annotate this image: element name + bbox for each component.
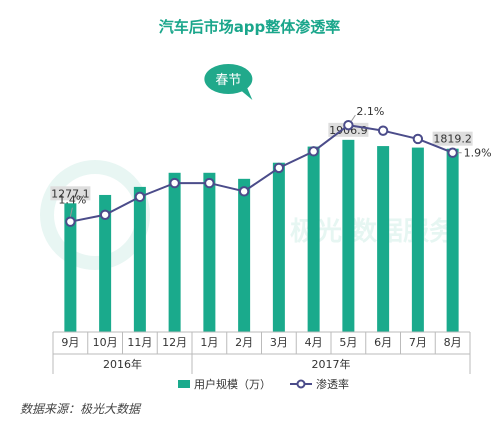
x-tick-label-10: 7月 bbox=[409, 336, 427, 349]
x-tick-label-11: 8月 bbox=[444, 336, 462, 349]
annotation-bubble bbox=[204, 64, 253, 94]
line-point-6 bbox=[273, 162, 285, 174]
legend-line-label: 渗透率 bbox=[316, 377, 349, 391]
bar-4 bbox=[203, 172, 216, 332]
watermark-logo bbox=[40, 160, 150, 270]
chart-title: 汽车后市场app整体渗透率 bbox=[158, 18, 341, 36]
bar-11 bbox=[446, 148, 459, 332]
line-point-7 bbox=[308, 146, 319, 157]
x-tick-label-9: 6月 bbox=[374, 336, 392, 349]
bar-5 bbox=[238, 178, 251, 332]
annotation-tail bbox=[240, 86, 253, 100]
x-tick-label-2: 11月 bbox=[127, 336, 152, 349]
year-label-0: 2016年 bbox=[103, 357, 142, 371]
bar-series bbox=[64, 139, 459, 332]
year-label-1: 2017年 bbox=[312, 357, 351, 371]
line-point-3 bbox=[169, 177, 180, 189]
line-label-11: 1.9% bbox=[464, 147, 492, 160]
legend-bar-swatch bbox=[178, 380, 190, 388]
line-label-8: 2.1% bbox=[356, 105, 384, 118]
legend: 用户规模（万） 渗透率 bbox=[178, 377, 349, 391]
bar-0 bbox=[64, 203, 77, 332]
x-tick-label-4: 1月 bbox=[200, 336, 218, 349]
legend-line-marker bbox=[296, 379, 306, 389]
line-label-leader-8 bbox=[350, 114, 356, 122]
x-tick-label-7: 4月 bbox=[305, 336, 323, 349]
bar-7 bbox=[307, 146, 320, 332]
line-point-10 bbox=[412, 133, 424, 145]
bar-8 bbox=[342, 139, 355, 332]
x-tick-label-6: 3月 bbox=[270, 336, 288, 349]
legend-bar-label: 用户规模（万） bbox=[194, 377, 271, 391]
line-series bbox=[70, 124, 453, 223]
x-tick-label-3: 12月 bbox=[162, 336, 187, 349]
line-point-9 bbox=[377, 125, 389, 136]
x-tick-label-0: 9月 bbox=[61, 336, 79, 349]
bar-label-0: 1277.1 bbox=[51, 187, 90, 200]
bar-1 bbox=[99, 194, 112, 332]
line-point-2 bbox=[134, 191, 146, 203]
bar-label-11: 1819.2 bbox=[433, 133, 472, 146]
bar-label-bg-11 bbox=[432, 131, 473, 146]
x-tick-label-1: 10月 bbox=[93, 336, 118, 349]
bar-9 bbox=[377, 146, 390, 332]
line-label-0: 1.4% bbox=[58, 194, 86, 207]
bar-2 bbox=[133, 186, 146, 332]
line-point-8 bbox=[343, 119, 354, 131]
line-point-11 bbox=[447, 147, 458, 158]
line-point-0 bbox=[65, 216, 76, 227]
bar-label-bg-0 bbox=[50, 186, 91, 201]
bar-6 bbox=[272, 162, 285, 332]
line-point-1 bbox=[99, 209, 111, 220]
line-point-4 bbox=[204, 177, 215, 189]
data-source: 数据来源：极光大数据 bbox=[20, 402, 141, 416]
annotation-text: 春节 bbox=[215, 73, 241, 88]
bar-3 bbox=[168, 172, 181, 332]
x-tick-label-5: 2月 bbox=[235, 336, 253, 349]
line-label-leader-0 bbox=[69, 207, 73, 217]
x-tick-label-8: 5月 bbox=[339, 336, 357, 349]
line-point-5 bbox=[238, 186, 250, 197]
bar-10 bbox=[411, 147, 424, 332]
